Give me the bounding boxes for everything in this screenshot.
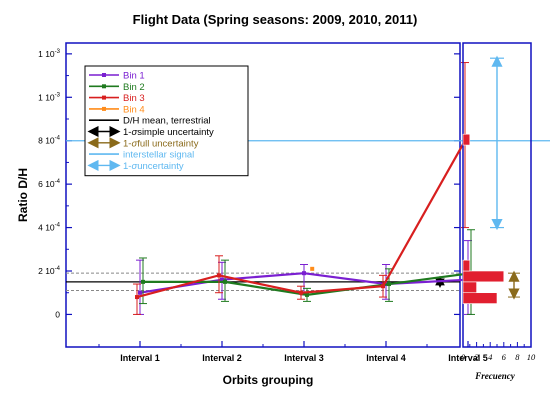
data-point (310, 266, 315, 271)
legend-swatch-marker (102, 95, 106, 100)
legend-entry: D/H mean, terrestrial (89, 116, 211, 127)
chart-title: Flight Data (Spring seasons: 2009, 2010,… (133, 12, 418, 27)
data-point (223, 279, 227, 284)
histogram-bar (462, 133, 471, 146)
y-tick-label: 2 10-4 (38, 266, 61, 276)
histogram-bar (462, 259, 471, 272)
series-bin-1 (136, 240, 472, 315)
legend-entry: interstellar signal (89, 150, 194, 161)
x-tick-label: Interval 5 (448, 353, 488, 363)
y-tick-label: 6 10-4 (38, 179, 61, 189)
legend-entry: Bin 2 (89, 82, 145, 93)
x-axis-label: Orbits grouping (223, 373, 314, 387)
x-tick-label: Interval 4 (366, 353, 406, 363)
data-point (302, 271, 306, 276)
legend-label: Bin 2 (123, 82, 145, 93)
legend-label: 1-σuncertainty (123, 161, 184, 172)
y-tick-label: 1 10-3 (38, 49, 61, 59)
y-tick-label: 0 (55, 309, 60, 319)
legend-label: 1-σfull uncertainty (123, 138, 199, 149)
hist-x-tick-label: 4 (488, 352, 493, 362)
legend-entry: 1-σfull uncertainty (87, 137, 199, 149)
series-bin-4 (310, 266, 315, 271)
data-point (141, 279, 145, 284)
legend-label: Bin 1 (123, 71, 145, 82)
legend-label: Bin 4 (123, 104, 145, 115)
legend-label: interstellar signal (123, 150, 194, 161)
legend-swatch-marker (102, 106, 106, 111)
y-tick-label: 4 10-4 (38, 223, 61, 233)
data-point (135, 295, 139, 300)
histogram-bar (462, 281, 477, 294)
y-tick-label: 8 10-4 (38, 136, 61, 146)
y-tick-label: 1 10-3 (38, 92, 61, 102)
data-point (387, 282, 391, 287)
main-plot-area: 0 2 10-4 4 10-4 6 10-4 8 10-4 1 10-3 1 10-3 Int… (38, 42, 550, 363)
data-point (217, 273, 221, 278)
legend-entry: Bin 4 (89, 104, 145, 115)
legend-entry: 1-σsimple uncertainty (87, 125, 214, 138)
x-tick-label: Interval 1 (120, 353, 160, 363)
legend-swatch-marker (102, 84, 106, 89)
data-point (138, 290, 142, 295)
legend-label: 1-σsimple uncertainty (123, 127, 214, 138)
x-tick-label: Interval 2 (202, 353, 242, 363)
data-point (299, 290, 303, 295)
legend-label: D/H mean, terrestrial (123, 116, 211, 127)
hist-x-tick-label: 2 (474, 352, 479, 362)
histogram-bar (462, 292, 498, 304)
hist-x-tick-label: 0 (461, 352, 466, 362)
legend-entry: Bin 3 (89, 93, 145, 104)
legend-entry: Bin 1 (89, 71, 145, 82)
series-bin-2 (139, 229, 475, 315)
histogram-bar (462, 270, 505, 283)
series-bin-3 (133, 62, 469, 315)
hist-x-tick-label: 8 (515, 352, 520, 362)
data-point (220, 277, 224, 282)
x-tick-label: Interval 3 (284, 353, 324, 363)
data-point (381, 284, 385, 289)
histogram-plot-area: 0 2 4 6 8 10 (461, 42, 536, 362)
data-point (305, 292, 309, 297)
legend-label: Bin 3 (123, 93, 145, 104)
legend-swatch-marker (102, 73, 106, 77)
legend-entry: 1-σuncertainty (87, 159, 184, 172)
hist-x-tick-label: 6 (502, 352, 507, 362)
y-axis-label: Ratio D/H (16, 168, 30, 222)
hist-x-tick-label: 10 (527, 352, 536, 362)
histogram-x-label: Frecuency (474, 371, 515, 381)
